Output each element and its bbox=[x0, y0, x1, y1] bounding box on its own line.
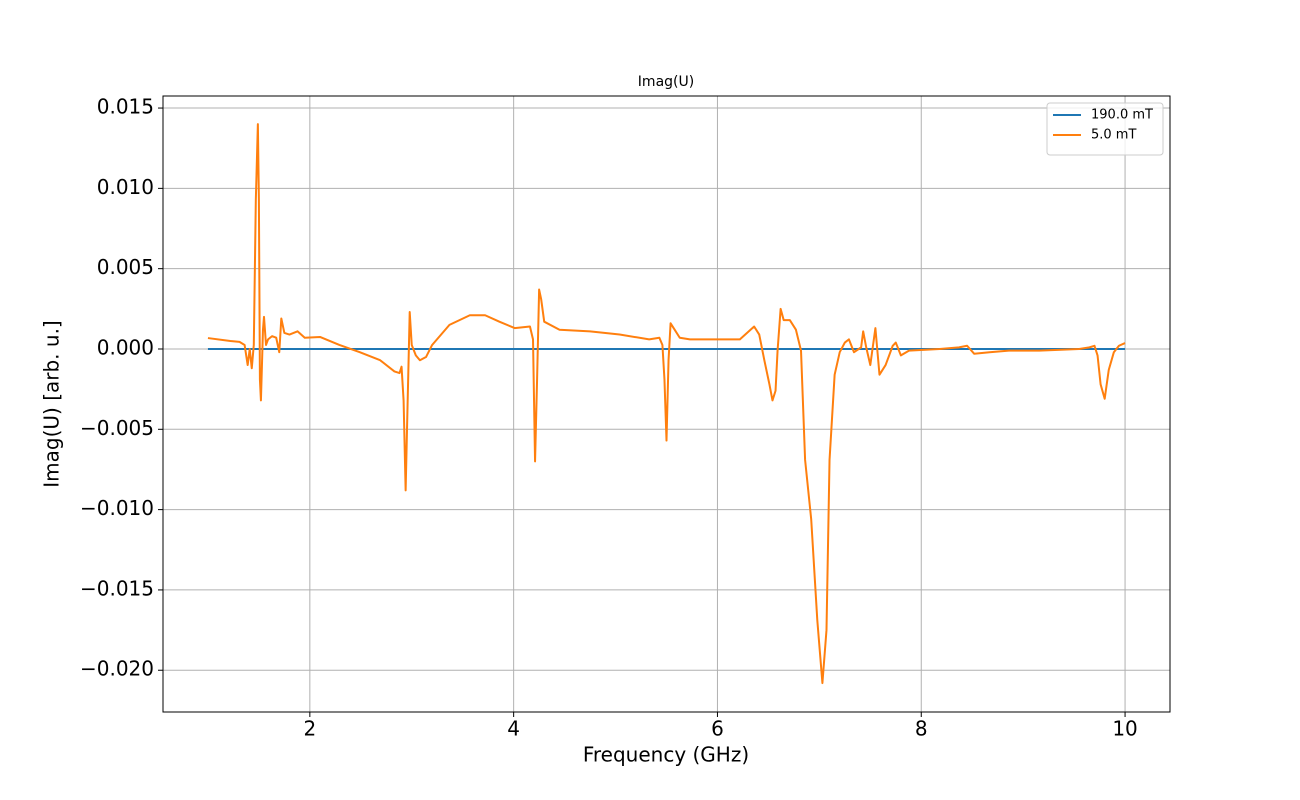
y-tick-label: −0.015 bbox=[80, 576, 154, 600]
x-tick-label: 4 bbox=[507, 717, 520, 741]
x-tick-label: 10 bbox=[1112, 717, 1137, 741]
series-line bbox=[207, 123, 1126, 685]
x-tick-label: 6 bbox=[711, 717, 724, 741]
y-tick-label: 0.010 bbox=[97, 175, 154, 199]
x-axis-label: Frequency (GHz) bbox=[583, 743, 749, 767]
legend-label: 190.0 mT bbox=[1091, 108, 1153, 123]
y-tick-label: −0.020 bbox=[80, 657, 154, 681]
x-tick-label: 8 bbox=[915, 717, 928, 741]
x-tick-label: 2 bbox=[303, 717, 316, 741]
y-axis-label: Imag(U) [arb. u.] bbox=[40, 320, 64, 487]
y-tick-label: 0.015 bbox=[97, 95, 154, 119]
plot-frame bbox=[162, 95, 1171, 713]
y-tick-label: −0.010 bbox=[80, 496, 154, 520]
legend-label: 5.0 mT bbox=[1091, 128, 1136, 143]
y-tick-label: 0.005 bbox=[97, 255, 154, 279]
y-tick-label: 0.000 bbox=[97, 335, 154, 359]
y-tick-label: −0.005 bbox=[80, 416, 154, 440]
chart-title: Imag(U) bbox=[638, 74, 694, 90]
